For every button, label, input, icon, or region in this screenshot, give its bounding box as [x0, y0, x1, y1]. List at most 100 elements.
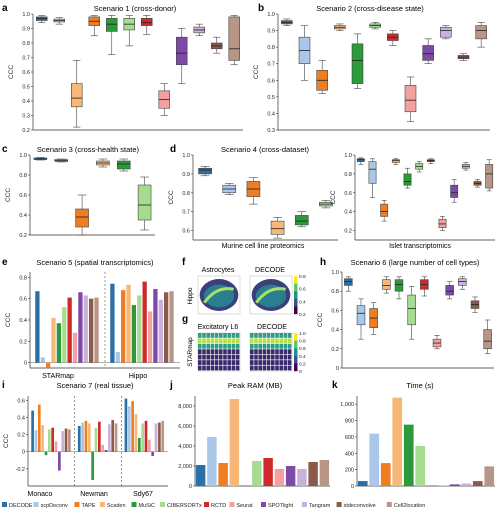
panel-i-bar-stdeconvolve [158, 422, 161, 452]
panel-i-bar-spotlight [104, 450, 108, 452]
panel-j-ytick-label: 6,000 [178, 424, 192, 430]
panel-d2-box-scpdeconv [368, 161, 377, 184]
panel-e-y-axis-label: CCC [5, 313, 12, 327]
panel-g-left-cell [198, 349, 202, 355]
panel-i-bar-spotlight [151, 451, 155, 456]
panel-f-colorbar-segment [294, 283, 298, 292]
panel-g-right-cell [287, 333, 292, 338]
panel-g-left-cell [231, 333, 236, 338]
panel-g-left-cell [231, 360, 236, 365]
panel-g-left-cell [227, 343, 231, 349]
panel-i-bar-cell2location [114, 423, 118, 452]
panel-k-ytick-label: 800 [345, 419, 354, 425]
panel-g-left-cell [231, 365, 236, 371]
chart-layer: 0.2 0.3 0.4 0.5 0.6 0.7 0.8 0.9 1.0 CCC 0.3 0.4 0.5 0… [2, 12, 495, 509]
panel-h-box-scpdeconv [356, 305, 366, 326]
panel-f-colorbar-tick: 0.8 [299, 274, 306, 280]
panel-b-ytick-label: 0.7 [267, 62, 275, 68]
panel-g-right-cell [287, 360, 292, 365]
panel-g-right-cell [262, 360, 267, 365]
panel-a-ytick-label: 0.9 [22, 27, 30, 33]
panel-g-colorbar-tick: 0 [299, 369, 302, 375]
panel-k-ytick-label: 600 [345, 435, 354, 441]
panel-g-left-cell [206, 333, 210, 338]
panel-letter-b: b [258, 3, 264, 14]
panel-c-ytick-label: 0.2 [19, 233, 27, 239]
panel-g-colorbar-segment [294, 348, 298, 356]
panel-h-box-scaden [382, 279, 391, 290]
panel-g-right-cell [283, 343, 288, 349]
panel-b-title: Scenario 2 (cross-disease state) [316, 4, 424, 13]
panel-g-left-cell [202, 338, 206, 344]
legend-label-cell2location: Cell2location [394, 503, 426, 509]
panel-b-ytick-label: 0.6 [267, 78, 275, 84]
panel-g-right-cell [254, 338, 258, 344]
panel-a-title: Scenario 1 (cross-donor) [94, 4, 177, 13]
panel-g-right-cell [275, 343, 279, 349]
panel-i-bar-cell2location [68, 429, 71, 452]
panel-k-bar-stdeconvolve [472, 481, 483, 486]
panel-h-ytick-label: 0.6 [331, 308, 339, 314]
panel-a-ytick-label: 1.0 [22, 12, 30, 18]
panel-g-right-cell [262, 338, 267, 344]
panel-g-left-cell [210, 354, 215, 360]
panel-g-left-cell [214, 365, 219, 371]
panel-d1-box-scaden [270, 220, 285, 235]
panel-i-bar-tape [37, 404, 41, 452]
panel-i-bar-spotlight [58, 451, 61, 471]
panel-g-right-cell [262, 349, 267, 355]
panel-letter-g: g [182, 314, 188, 325]
panel-letter-j: j [169, 380, 173, 391]
panel-e-bar-decode [110, 283, 115, 363]
panel-a-box-spotlight [176, 36, 188, 66]
panel-f-colorbar-segment [294, 298, 298, 307]
panel-g-right-cell [258, 360, 262, 365]
panel-i-bar-scaden [87, 423, 91, 452]
panel-g-left-cell [235, 354, 240, 360]
panel-f-colorbar-segment [294, 306, 298, 315]
panel-e-bar-tape [121, 290, 126, 363]
legend-label-scpdeconv: scpDeconv [41, 503, 68, 509]
panel-g-left-cell [235, 365, 240, 371]
panel-g-colorbar-segment [294, 355, 298, 364]
panel-g-right-cell [279, 338, 283, 344]
panel-g-right-cell [279, 333, 283, 338]
panel-f-left-tissue-core [203, 284, 235, 308]
panel-j-title: Peak RAM (MB) [228, 381, 283, 390]
panel-g-colorbar-tick: 1.0 [299, 331, 306, 337]
panel-e-title: Scenario 5 (spatial transcriptomics) [36, 258, 154, 267]
panel-k-bar-music [403, 424, 414, 486]
panel-letter-h: h [320, 257, 326, 268]
legend-swatch-rctd [204, 502, 209, 507]
legend-swatch-decode [2, 502, 7, 507]
panel-g-left-cell [214, 343, 219, 349]
panel-g-colorbar-tick: 0.2 [299, 361, 306, 367]
panel-e-bar-spotlight [78, 292, 83, 363]
panel-g-left-cell [231, 354, 236, 360]
panel-f-right-tissue-core [255, 284, 287, 308]
panel-b-ytick-label: 0.4 [267, 111, 275, 117]
panel-g-right-cell [258, 343, 262, 349]
panel-g-right-cell [250, 354, 254, 360]
panel-g-left-cell [219, 333, 223, 338]
panel-k-bar-tangram [461, 483, 472, 486]
panel-i-ytick-label: 0.4 [17, 415, 25, 421]
panel-g-right-cell [266, 354, 271, 360]
panel-g-colorbar-segment [294, 340, 298, 349]
panel-g-right-cell [254, 343, 258, 349]
panel-i-bar-seurat [148, 439, 151, 452]
panel-g-left-cell [210, 338, 215, 344]
panel-i-bar-music [44, 451, 48, 456]
panel-j-ytick-label: 2,000 [178, 464, 192, 470]
panel-e-bar-rctd [142, 281, 147, 363]
panel-g-right-cell [287, 354, 292, 360]
panel-e-bar-scaden [51, 317, 56, 363]
panel-e-bar-seurat [147, 311, 153, 363]
panel-a-ytick-label: 0.5 [22, 85, 30, 91]
panel-d2-y-axis-label: CCC [330, 190, 337, 204]
panel-g-right-cell [283, 360, 288, 365]
panel-e-bar-rctd [67, 297, 72, 363]
panel-i-bar-music [137, 438, 141, 452]
panel-i-bar-cibersortx [47, 429, 51, 452]
panel-c-ytick-label: 1.0 [19, 153, 27, 159]
